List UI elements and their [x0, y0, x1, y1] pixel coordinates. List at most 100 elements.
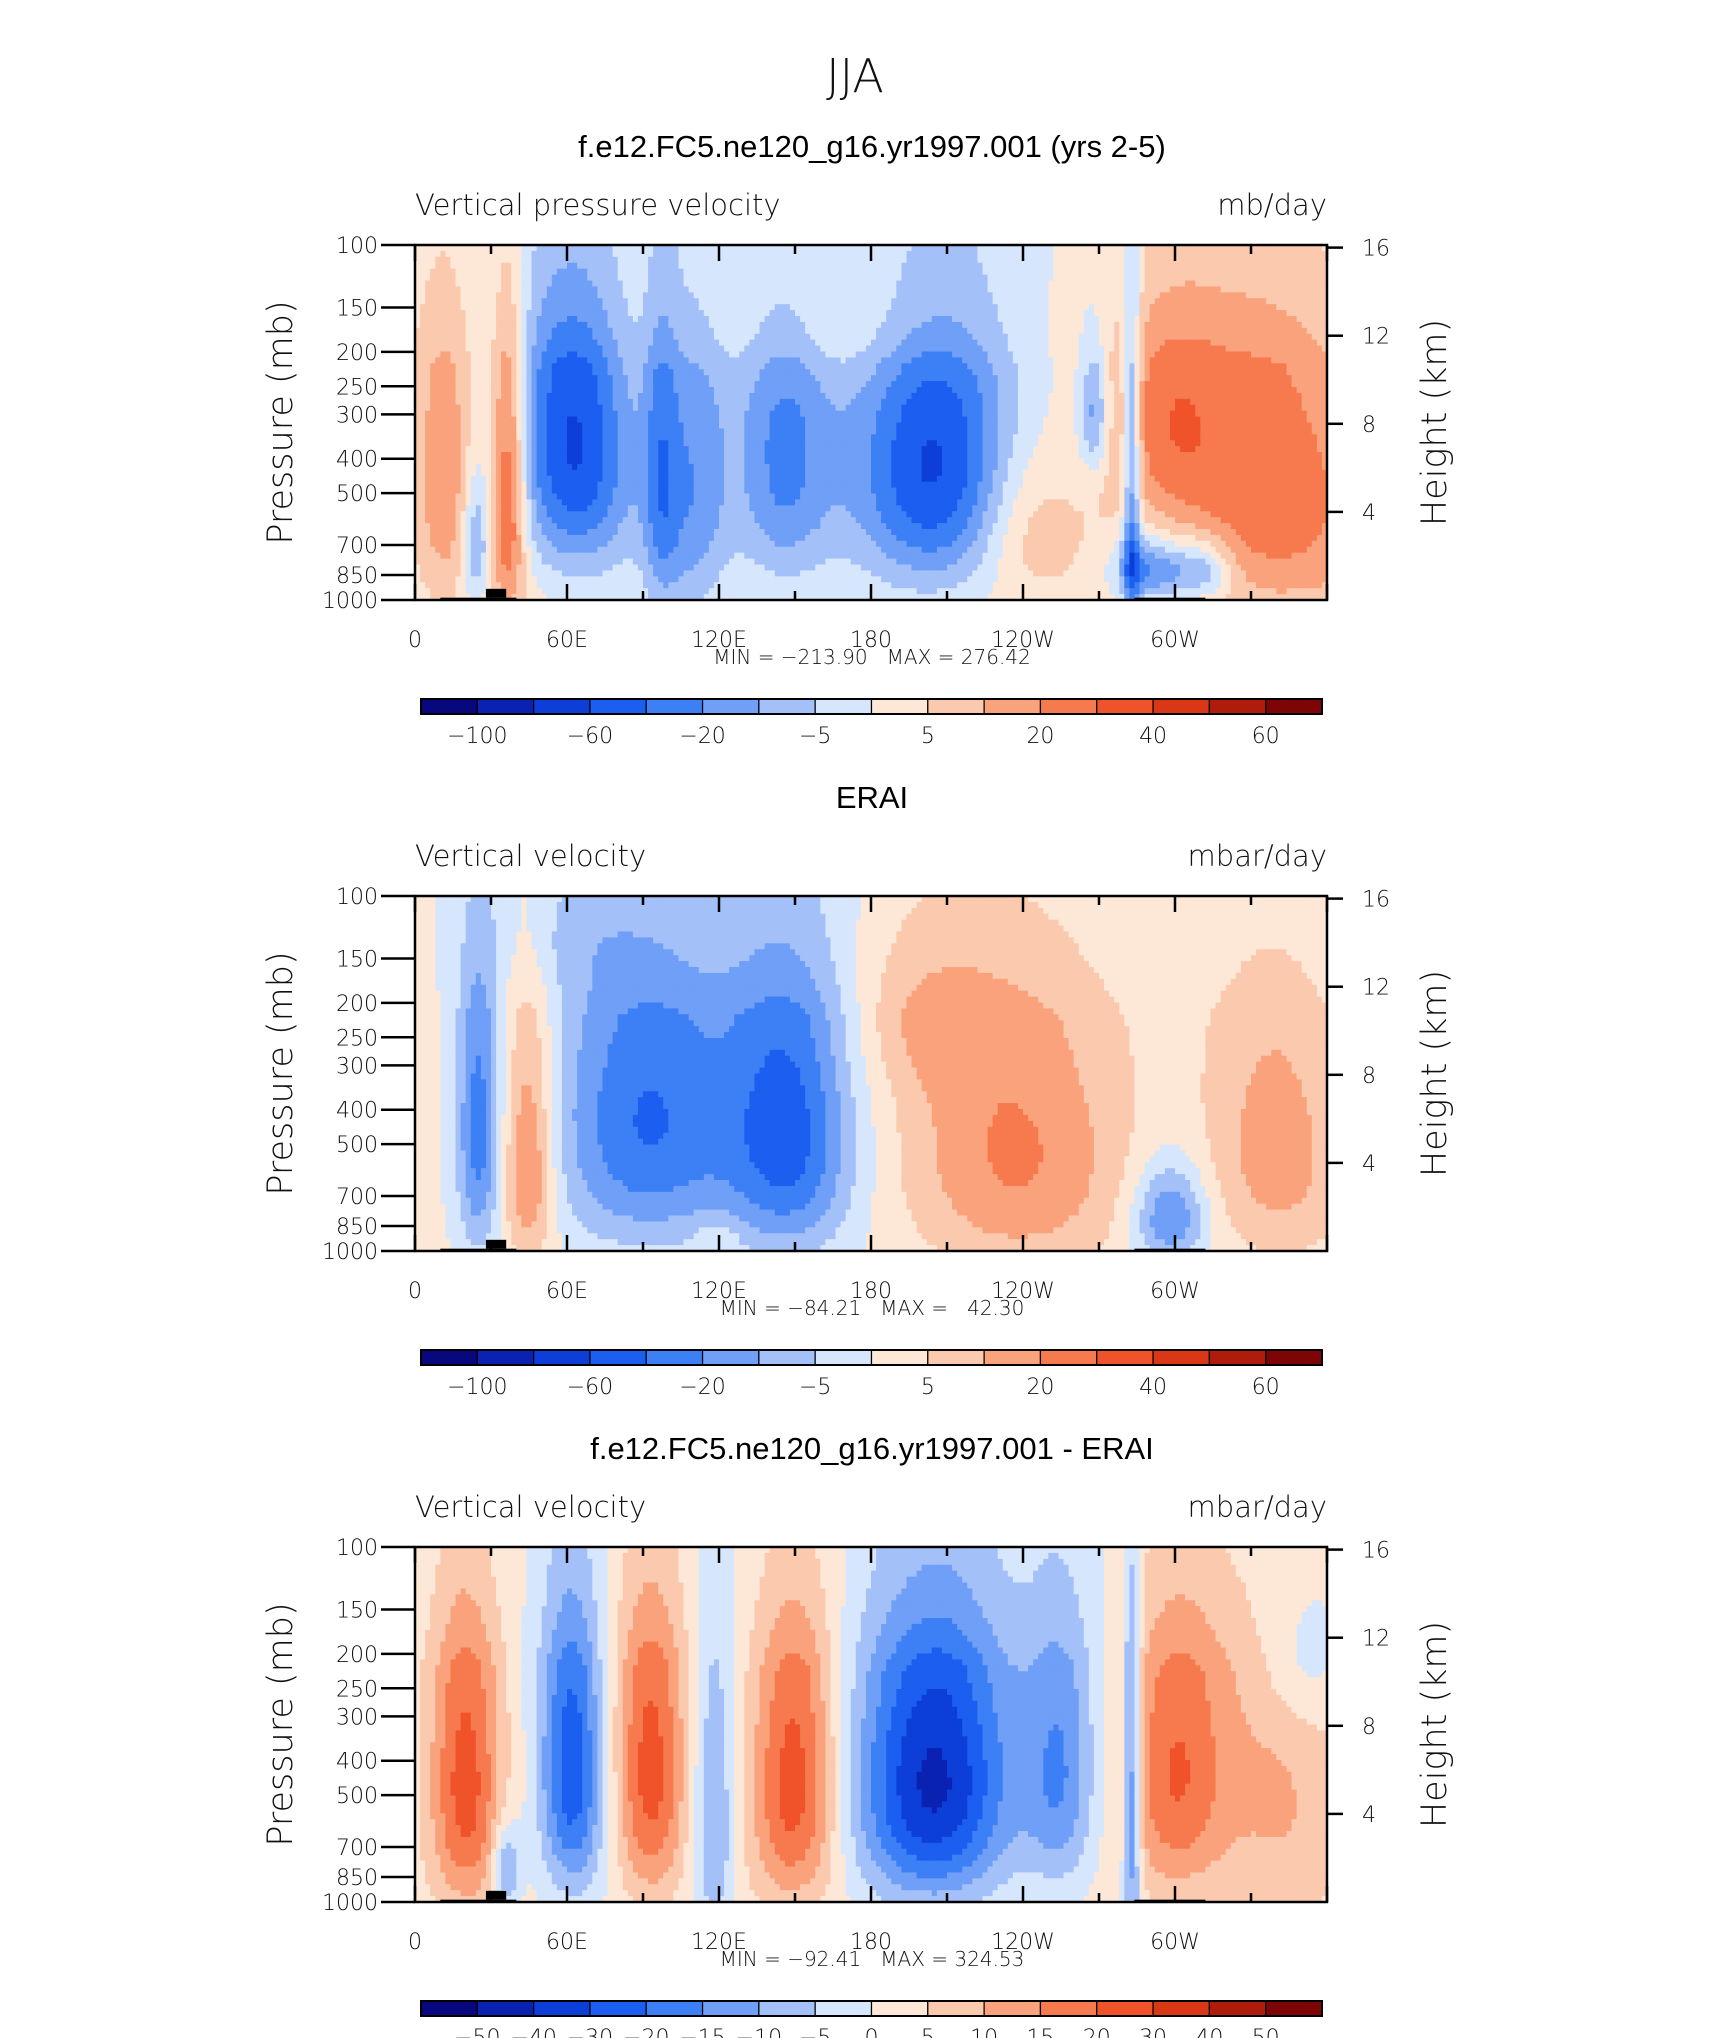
colorbar-swatch [928, 1350, 984, 1365]
units-label: mbar/day [1188, 839, 1327, 873]
y-tick-label: 250 [336, 1026, 378, 1051]
y-tick-label: 300 [336, 1054, 378, 1079]
main-title: JJA [826, 49, 884, 103]
colorbar-swatch [1040, 2001, 1096, 2016]
colorbar-swatch [1209, 699, 1265, 714]
colorbar-label: 15 [1026, 2026, 1054, 2038]
colorbar-label: 5 [921, 1375, 935, 1400]
colorbar-label: −100 [447, 724, 507, 749]
colorbar-swatch [590, 2001, 646, 2016]
colorbar-swatch [984, 1350, 1040, 1365]
colorbar-label: 20 [1026, 1375, 1054, 1400]
y2-axis-label: Height (km) [1415, 970, 1455, 1177]
colorbar-label: 5 [921, 2026, 935, 2038]
y-axis-label: Pressure (mb) [261, 951, 301, 1195]
y-tick-label: 1000 [322, 1240, 378, 1265]
colorbar-swatch [534, 1350, 590, 1365]
topography-block [486, 589, 506, 598]
colorbar-swatch [421, 1350, 477, 1365]
colorbar-swatch [703, 2001, 759, 2016]
colorbar-swatch [928, 699, 984, 714]
field-panel-3 [415, 1547, 1328, 1903]
y-tick-label: 850 [336, 1215, 378, 1240]
y-tick-label: 850 [336, 564, 378, 589]
y-tick-label: 100 [336, 234, 378, 259]
colorbar-label: −20 [679, 724, 725, 749]
y-tick-label: 200 [336, 341, 378, 366]
x-tick-label: 0 [408, 628, 422, 653]
colorbar-swatch [534, 699, 590, 714]
y2-tick-label: 12 [1362, 1627, 1390, 1652]
y-axis-label: Pressure (mb) [261, 300, 301, 544]
colorbar-swatch [1266, 1350, 1322, 1365]
y-tick-label: 700 [336, 1185, 378, 1210]
colorbar-swatch [984, 699, 1040, 714]
y-tick-label: 700 [336, 534, 378, 559]
y-tick-label: 150 [336, 948, 378, 973]
field-panel-2 [415, 896, 1328, 1252]
y2-tick-label: 4 [1362, 1803, 1376, 1828]
y-tick-label: 100 [336, 1536, 378, 1561]
y2-tick-label: 4 [1362, 1152, 1376, 1177]
colorbar-swatch [928, 2001, 984, 2016]
colorbar-label: 50 [1252, 2026, 1280, 2038]
y2-tick-label: 16 [1362, 888, 1390, 913]
colorbar-label: 60 [1252, 1375, 1280, 1400]
colorbar-label: 20 [1083, 2026, 1111, 2038]
colorbar-swatch [477, 699, 533, 714]
colorbar-swatch [1040, 699, 1096, 714]
y2-tick-label: 16 [1362, 1539, 1390, 1564]
y-tick-label: 1000 [322, 589, 378, 614]
colorbar-swatch [872, 1350, 928, 1365]
y-tick-label: 500 [336, 1133, 378, 1158]
colorbar-label: −100 [447, 1375, 507, 1400]
y-tick-label: 150 [336, 1599, 378, 1624]
colorbar: −100 −60 −20 −5 5 20 40 60 [421, 699, 1322, 749]
colorbar-swatch [590, 699, 646, 714]
colorbar-swatch [1097, 2001, 1153, 2016]
y-tick-label: 400 [336, 1099, 378, 1124]
panel-1: f.e12.FC5.ne120_g16.yr1997.001 (yrs 2-5)… [261, 129, 1455, 749]
y-tick-label: 200 [336, 992, 378, 1017]
x-tick-label: 60E [546, 1930, 588, 1955]
y2-tick-label: 8 [1362, 1064, 1376, 1089]
colorbar-swatch [1209, 1350, 1265, 1365]
panel-3: f.e12.FC5.ne120_g16.yr1997.001 - ERAIVer… [261, 1431, 1455, 2038]
y2-tick-label: 12 [1362, 325, 1390, 350]
colorbar-swatch [984, 2001, 1040, 2016]
x-tick-label: 60W [1150, 1279, 1200, 1304]
colorbar-label: −15 [679, 2026, 725, 2038]
colorbar-swatch [1153, 699, 1209, 714]
colorbar-swatch [477, 1350, 533, 1365]
x-tick-label: 0 [408, 1279, 422, 1304]
y-tick-label: 400 [336, 448, 378, 473]
colorbar-label: 30 [1139, 2026, 1167, 2038]
y-tick-label: 700 [336, 1836, 378, 1861]
x-tick-label: 60W [1150, 1930, 1200, 1955]
colorbar-swatch [646, 2001, 702, 2016]
colorbar-label: −20 [679, 1375, 725, 1400]
colorbar-swatch [815, 1350, 871, 1365]
figure: JJA f.e12.FC5.ne120_g16.yr1997.001 (yrs … [0, 0, 1710, 2038]
colorbar: −100 −60 −20 −5 5 20 40 60 [421, 1350, 1322, 1400]
colorbar-swatch [646, 1350, 702, 1365]
colorbar-swatch [534, 2001, 590, 2016]
x-tick-label: 60E [546, 1279, 588, 1304]
y2-tick-label: 4 [1362, 501, 1376, 526]
x-tick-label: 60E [546, 628, 588, 653]
variable-label: Vertical velocity [415, 839, 646, 873]
y-tick-label: 300 [336, 403, 378, 428]
panel-title: f.e12.FC5.ne120_g16.yr1997.001 - ERAI [590, 1431, 1154, 1466]
variable-label: Vertical pressure velocity [415, 188, 781, 222]
colorbar-label: −50 [454, 2026, 500, 2038]
y-tick-label: 500 [336, 1784, 378, 1809]
colorbar-label: −5 [799, 724, 831, 749]
colorbar-swatch [759, 699, 815, 714]
colorbar-swatch [477, 2001, 533, 2016]
colorbar-label: 40 [1139, 1375, 1167, 1400]
field-panel-1 [415, 245, 1328, 601]
y-tick-label: 850 [336, 1866, 378, 1891]
colorbar-swatch [1097, 1350, 1153, 1365]
colorbar-swatch [759, 2001, 815, 2016]
colorbar-swatch [703, 1350, 759, 1365]
